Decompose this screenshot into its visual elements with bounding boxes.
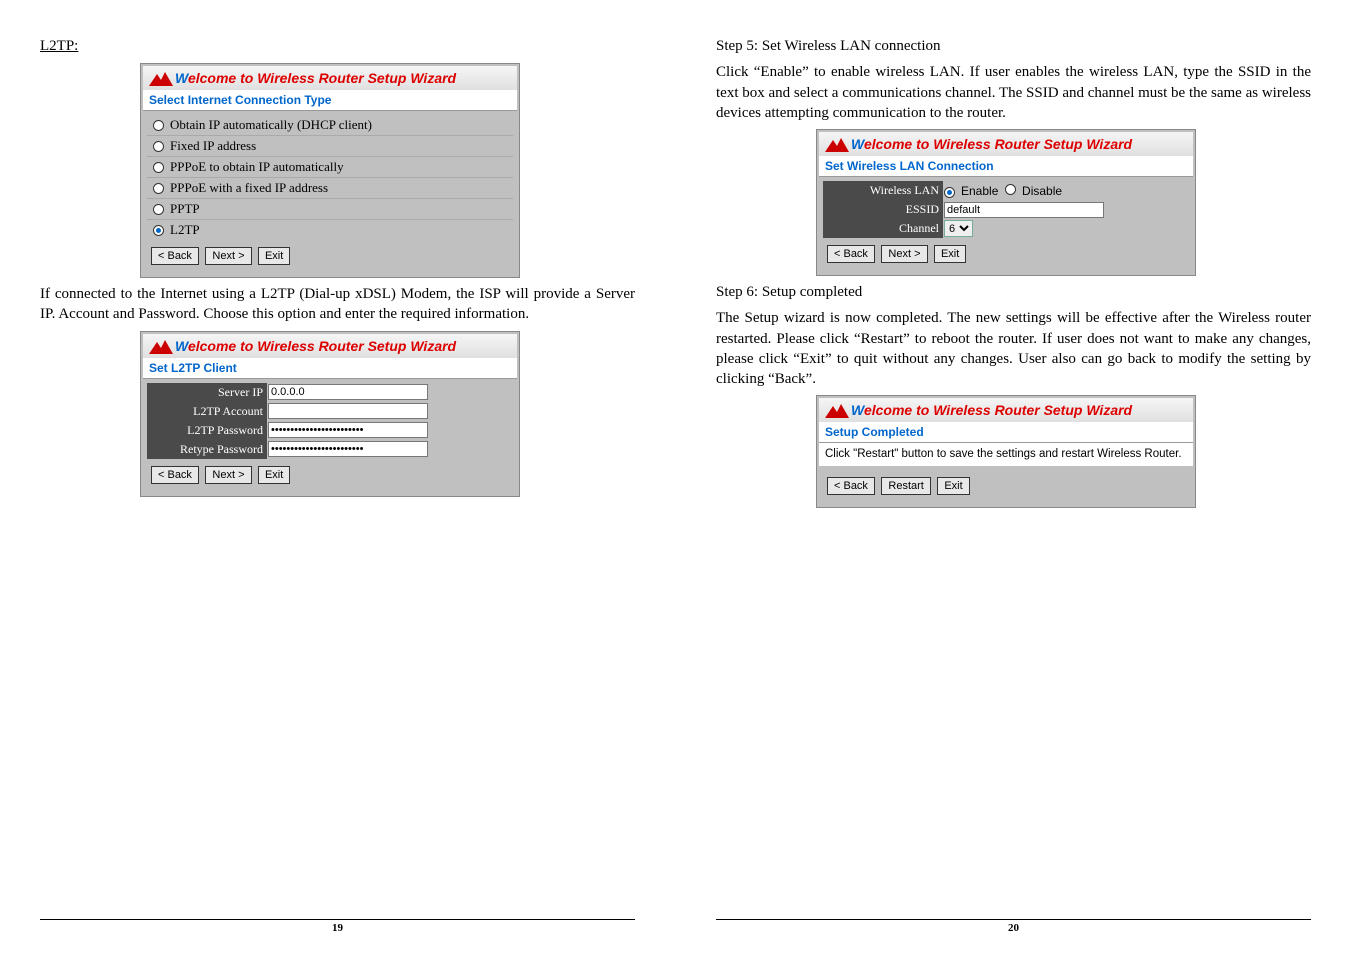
panel-a-buttons: < Back Next > Exit xyxy=(147,240,513,271)
connection-type-option[interactable]: PPTP xyxy=(147,199,513,220)
wlan-radios: Enable Disable xyxy=(943,181,1189,200)
step6-paragraph: The Setup wizard is now completed. The n… xyxy=(716,308,1311,389)
form-input[interactable] xyxy=(268,441,428,457)
panel-l2tp-client: Welcome to Wireless Router Setup Wizard … xyxy=(140,331,520,497)
wizard-logo-icon xyxy=(823,134,851,154)
option-label: PPPoE to obtain IP automatically xyxy=(170,159,344,175)
step5-paragraph: Click “Enable” to enable wireless LAN. I… xyxy=(716,62,1311,123)
l2tp-form-table: Server IPL2TP AccountL2TP PasswordRetype… xyxy=(147,383,513,459)
exit-button[interactable]: Exit xyxy=(937,477,969,495)
next-button[interactable]: Next > xyxy=(881,245,927,263)
panel-d-buttons: < Back Restart Exit xyxy=(823,470,1189,501)
panel-d-note: Click "Restart" button to save the setti… xyxy=(819,443,1193,466)
form-label: L2TP Account xyxy=(147,402,267,421)
wlan-form-table: Wireless LAN Enable Disable ESSID Channe… xyxy=(823,181,1189,238)
panel-d-subtitle: Setup Completed xyxy=(819,422,1193,443)
exit-button[interactable]: Exit xyxy=(258,466,290,484)
panel-a-subtitle: Select Internet Connection Type xyxy=(143,90,517,111)
option-label: L2TP xyxy=(170,222,200,238)
panel-c-title: Welcome to Wireless Router Setup Wizard xyxy=(851,136,1132,152)
wizard-logo-icon xyxy=(147,336,175,356)
form-input[interactable] xyxy=(268,403,428,419)
panel-b-body: Server IPL2TP AccountL2TP PasswordRetype… xyxy=(143,379,517,494)
connection-type-option[interactable]: Fixed IP address xyxy=(147,136,513,157)
radio-icon[interactable] xyxy=(153,183,164,194)
panel-b-header: Welcome to Wireless Router Setup Wizard xyxy=(143,334,517,358)
page-right: Step 5: Set Wireless LAN connection Clic… xyxy=(676,0,1351,954)
next-button[interactable]: Next > xyxy=(205,247,251,265)
right-content: Step 5: Set Wireless LAN connection Clic… xyxy=(676,0,1351,574)
exit-button[interactable]: Exit xyxy=(258,247,290,265)
restart-button[interactable]: Restart xyxy=(881,477,930,495)
disable-label: Disable xyxy=(1022,184,1062,198)
option-label: Obtain IP automatically (DHCP client) xyxy=(170,117,372,133)
panel-d-header: Welcome to Wireless Router Setup Wizard xyxy=(819,398,1193,422)
essid-input[interactable] xyxy=(944,202,1104,218)
panel-c-header: Welcome to Wireless Router Setup Wizard xyxy=(819,132,1193,156)
panel-c-buttons: < Back Next > Exit xyxy=(823,238,1189,269)
radio-icon[interactable] xyxy=(153,141,164,152)
right-footer: 20 xyxy=(716,919,1311,934)
channel-select[interactable]: 6 xyxy=(944,220,973,237)
wizard-logo-icon xyxy=(147,68,175,88)
panel-b-buttons: < Back Next > Exit xyxy=(147,459,513,490)
panel-connection-type: Welcome to Wireless Router Setup Wizard … xyxy=(140,63,520,278)
panel-d-title: Welcome to Wireless Router Setup Wizard xyxy=(851,402,1132,418)
exit-button[interactable]: Exit xyxy=(934,245,966,263)
panel-a-title: Welcome to Wireless Router Setup Wizard xyxy=(175,70,456,86)
form-input[interactable] xyxy=(268,422,428,438)
enable-radio[interactable] xyxy=(944,187,955,198)
back-button[interactable]: < Back xyxy=(151,247,199,265)
form-label: Server IP xyxy=(147,383,267,402)
connection-type-option[interactable]: Obtain IP automatically (DHCP client) xyxy=(147,115,513,136)
next-button[interactable]: Next > xyxy=(205,466,251,484)
option-label: PPTP xyxy=(170,201,200,217)
radio-icon[interactable] xyxy=(153,204,164,215)
back-button[interactable]: < Back xyxy=(827,477,875,495)
panel-a-body: Obtain IP automatically (DHCP client) Fix… xyxy=(143,111,517,275)
radio-icon[interactable] xyxy=(153,162,164,173)
wlan-label: Wireless LAN xyxy=(823,181,943,200)
connection-type-option[interactable]: L2TP xyxy=(147,220,513,240)
disable-radio[interactable] xyxy=(1005,184,1016,195)
page-left: L2TP: Welcome to Wireless Router Setup W… xyxy=(0,0,675,954)
left-footer: 19 xyxy=(40,919,635,934)
panel-a-header: Welcome to Wireless Router Setup Wizard xyxy=(143,66,517,90)
radio-icon[interactable] xyxy=(153,225,164,236)
panel-completed: Welcome to Wireless Router Setup Wizard … xyxy=(816,395,1196,508)
panel-c-body: Wireless LAN Enable Disable ESSID Channe… xyxy=(819,177,1193,273)
l2tp-paragraph: If connected to the Internet using a L2T… xyxy=(40,284,635,325)
step6-title: Step 6: Setup completed xyxy=(716,282,1311,302)
form-label: L2TP Password xyxy=(147,421,267,440)
option-label: PPPoE with a fixed IP address xyxy=(170,180,328,196)
panel-b-subtitle: Set L2TP Client xyxy=(143,358,517,379)
panel-c-subtitle: Set Wireless LAN Connection xyxy=(819,156,1193,177)
left-content: L2TP: Welcome to Wireless Router Setup W… xyxy=(0,0,675,563)
form-input[interactable] xyxy=(268,384,428,400)
back-button[interactable]: < Back xyxy=(151,466,199,484)
option-label: Fixed IP address xyxy=(170,138,256,154)
l2tp-heading: L2TP: xyxy=(40,38,635,55)
enable-label: Enable xyxy=(961,184,998,198)
connection-type-option[interactable]: PPPoE with a fixed IP address xyxy=(147,178,513,199)
channel-label: Channel xyxy=(823,219,943,238)
form-label: Retype Password xyxy=(147,440,267,459)
panel-d-body: < Back Restart Exit xyxy=(819,466,1193,505)
back-button[interactable]: < Back xyxy=(827,245,875,263)
radio-icon[interactable] xyxy=(153,120,164,131)
connection-type-option[interactable]: PPPoE to obtain IP automatically xyxy=(147,157,513,178)
essid-label: ESSID xyxy=(823,200,943,219)
step5-title: Step 5: Set Wireless LAN connection xyxy=(716,36,1311,56)
panel-b-title: Welcome to Wireless Router Setup Wizard xyxy=(175,338,456,354)
wizard-logo-icon xyxy=(823,400,851,420)
panel-wlan: Welcome to Wireless Router Setup Wizard … xyxy=(816,129,1196,276)
